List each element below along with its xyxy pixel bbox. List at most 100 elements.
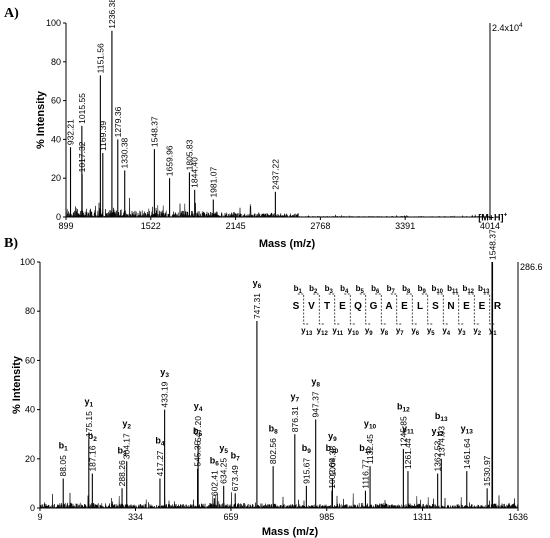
x-tick-label: 899 <box>58 221 73 231</box>
cleavage-marker <box>437 293 450 325</box>
fragment-ion-label: b3 <box>117 446 127 458</box>
y-ion-marker: y10 <box>348 326 360 337</box>
b-ion-marker: b3 <box>325 284 334 295</box>
cleavage-marker <box>452 293 465 325</box>
y-ion-marker: y8 <box>380 326 388 337</box>
peak-mz-label: 947.37 <box>311 391 321 417</box>
b-ion-marker: b12 <box>462 284 474 295</box>
y-ion-marker: y13 <box>301 326 313 337</box>
y-tick-label: 100 <box>46 18 61 28</box>
peak-mz-label: 547.20 <box>193 416 203 442</box>
x-tick-label: 985 <box>319 512 334 522</box>
b-ion-marker: b7 <box>387 284 396 295</box>
b-ion-marker: b9 <box>418 284 427 295</box>
fragment-ion-label: b2 <box>88 431 98 443</box>
panel-a-x-axis-label: Mass (m/z) <box>259 238 316 250</box>
b-ion-marker: b8 <box>402 284 411 295</box>
y-tick-label: 40 <box>25 405 35 415</box>
sequence-residue: E <box>463 301 470 312</box>
peak-mz-label: 747.31 <box>252 293 262 319</box>
peak-mz-label: 1017.32 <box>77 141 87 172</box>
peak-mz-label: 187.16 <box>87 445 97 471</box>
b-ion-marker: b13 <box>478 284 490 295</box>
peak-mz-label: 1169.39 <box>98 121 108 151</box>
panel-a-noise-trace <box>65 197 491 218</box>
sequence-residue: E <box>401 301 408 312</box>
cleavage-marker <box>468 293 481 325</box>
fragment-ion-label: y8 <box>311 377 320 389</box>
panel-b-label: B) <box>4 236 18 251</box>
fragment-ion-label: b11 <box>359 443 372 455</box>
peak-mz-label: 2437.22 <box>270 159 280 190</box>
peak-mz-label: 1362.53 <box>433 441 443 472</box>
b-ion-marker: b1 <box>294 284 303 295</box>
peak-mz-label: 673.49 <box>230 465 240 491</box>
x-tick-label: 659 <box>223 512 238 522</box>
y-ion-marker: y6 <box>411 326 419 337</box>
cleavage-marker <box>313 293 326 325</box>
fragment-ion-label: b5 <box>193 426 203 438</box>
peak-mz-label: 1015.55 <box>77 93 87 124</box>
y-tick-label: 80 <box>25 306 35 316</box>
panel-b-y-ticks: 0 20 40 60 80 100 <box>20 257 40 513</box>
sequence-residue: R <box>494 301 502 312</box>
sequence-residue: T <box>324 301 330 312</box>
y-ion-marker: y4 <box>442 326 450 337</box>
b-ion-marker: b4 <box>340 284 349 295</box>
peak-mz-label: 417.27 <box>155 450 165 476</box>
fragment-ion-label: y9 <box>328 431 337 443</box>
y-ion-marker: y12 <box>317 326 329 337</box>
peak-mz-label: 1530.97 <box>482 455 492 486</box>
peak-mz-label: 88.05 <box>58 455 68 477</box>
peak-mz-label: 1279.36 <box>113 106 123 137</box>
noise-trace <box>65 197 491 218</box>
b-ion-marker: b10 <box>431 284 443 295</box>
x-tick-label: 334 <box>128 512 143 522</box>
fragment-ion-label: b4 <box>155 436 165 448</box>
sequence-residue: E <box>339 301 346 312</box>
peak-mz-label: 1461.64 <box>462 438 472 469</box>
fragment-ion-label: b8 <box>269 423 279 435</box>
peak-mz-label: 1116.77 <box>360 459 370 489</box>
y-ion-marker: y1 <box>489 326 497 337</box>
panel-a-y-ticks: 0 20 40 60 80 100 <box>46 18 66 222</box>
x-tick-label: 1522 <box>141 221 161 231</box>
fragment-ion-label: y3 <box>160 367 169 379</box>
y-ion-marker: y3 <box>458 326 466 337</box>
peak-mz-label: 602.41 <box>209 470 219 496</box>
sequence-residue: A <box>385 301 392 312</box>
fragment-ion-label: b1 <box>59 440 68 452</box>
sequence-residue: V <box>308 301 315 312</box>
x-tick-label: 9 <box>37 512 42 522</box>
panel-b-msms-spectrum: B) % Intensity Mass (m/z) 88.05 b1 175.15 y… <box>4 211 543 538</box>
parent-ion-label: [M+H]+ <box>478 211 507 222</box>
panel-a-x-ticks: 899 1522 2145 2768 3391 4014 <box>58 217 500 231</box>
y-tick-label: 0 <box>56 212 61 222</box>
y-ion-marker: y7 <box>396 326 404 337</box>
peak-mz-label: 1002.69 <box>327 458 337 489</box>
peak-mz-label: 1132.45 <box>365 434 375 464</box>
panel-a-y-axis-label: % Intensity <box>35 90 47 149</box>
peak-mz-label: 1330.38 <box>120 137 130 168</box>
y-tick-label: 100 <box>20 257 35 267</box>
fragment-ion-label: y5 <box>219 443 228 455</box>
fragment-ion-label: b6 <box>210 455 220 467</box>
fragment-ion-label: y13 <box>461 424 474 436</box>
fragment-ion-label: y2 <box>122 418 131 430</box>
y-tick-label: 0 <box>30 503 35 513</box>
peak-mz-label: 1981.07 <box>208 167 218 198</box>
cleavage-marker <box>328 293 341 325</box>
peak-mz-label: 433.19 <box>160 381 170 407</box>
panel-b-y-axis-label: % Intensity <box>11 355 23 414</box>
y-tick-label: 20 <box>51 173 61 183</box>
y-ion-marker: y11 <box>332 326 343 337</box>
y-tick-label: 40 <box>51 134 61 144</box>
sequence-residue: L <box>417 301 423 312</box>
x-tick-label: 3391 <box>395 221 415 231</box>
y-ion-marker: y5 <box>427 326 435 337</box>
peak-mz-label: 1374.93 <box>436 426 446 457</box>
fragment-ion-label: y11 <box>402 424 414 436</box>
fragment-ion-label: y4 <box>194 401 203 413</box>
